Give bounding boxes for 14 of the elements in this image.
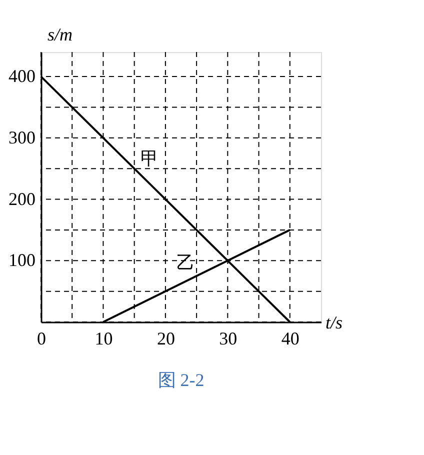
y-axis-title: s/m [48, 24, 73, 44]
x-tick-label: 10 [94, 328, 113, 348]
series-label: 乙 [176, 252, 195, 272]
x-tick-label: 40 [281, 328, 300, 348]
y-tick-label: 200 [8, 188, 36, 209]
y-tick-label: 100 [8, 250, 36, 270]
x-tick-label: 20 [156, 328, 175, 348]
series-label: 甲 [140, 148, 159, 169]
x-tick-label: 0 [37, 328, 46, 348]
x-tick-label: 30 [219, 328, 238, 348]
caption: 图 2-2 [158, 370, 204, 390]
x-axis-title: t/s [326, 312, 343, 332]
y-tick-label: 400 [8, 66, 36, 86]
y-tick-label: 300 [8, 127, 36, 148]
